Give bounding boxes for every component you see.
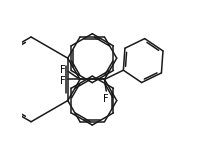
Text: F: F [103, 94, 109, 104]
Text: F: F [60, 65, 65, 75]
Text: F: F [60, 76, 65, 86]
